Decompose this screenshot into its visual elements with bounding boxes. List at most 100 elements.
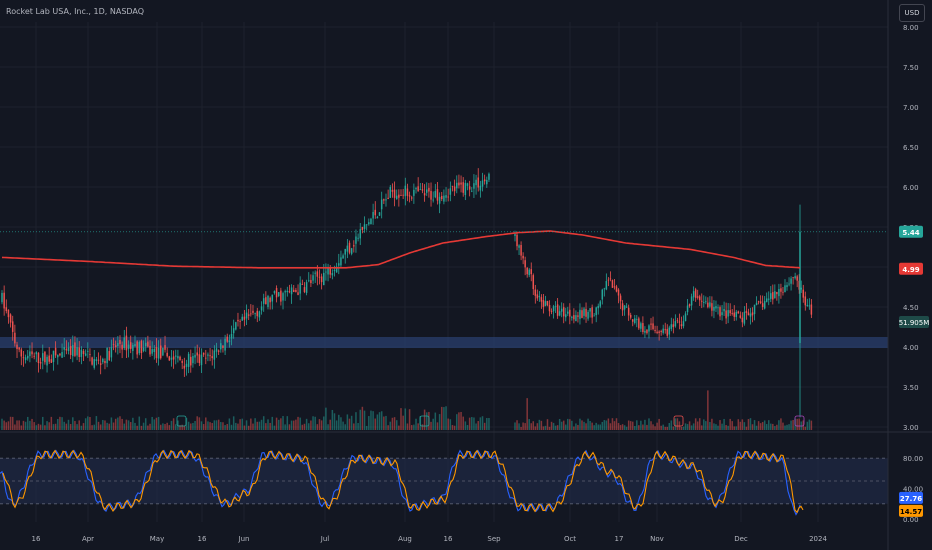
volume-bar	[391, 417, 394, 430]
candle-body	[709, 302, 711, 307]
volume-bar	[179, 425, 181, 430]
volume-bar	[142, 422, 145, 430]
currency-button[interactable]: USD	[899, 4, 925, 22]
candle-body	[705, 301, 707, 303]
volume-bar	[125, 419, 128, 430]
volume-bar	[376, 414, 379, 430]
candle-body	[581, 310, 583, 318]
volume-bar	[235, 422, 237, 430]
candle-body	[518, 245, 520, 248]
volume-bar	[757, 421, 760, 430]
last-price-badge-text: 5.44	[902, 229, 919, 237]
candle-body	[530, 269, 532, 275]
volume-bar	[144, 418, 147, 430]
candle-body	[3, 292, 5, 309]
volume-bar	[374, 418, 377, 430]
volume-bar	[443, 407, 445, 430]
candle-body	[24, 357, 27, 361]
volume-bar	[449, 419, 452, 430]
candle-body	[239, 321, 241, 322]
candle-body	[378, 212, 381, 216]
candle-body	[340, 257, 342, 266]
volume-bar	[295, 419, 297, 430]
volume-bar	[808, 419, 811, 430]
volume-bar	[425, 412, 428, 430]
volume-bar	[619, 425, 622, 430]
volume-bar	[552, 422, 555, 430]
volume-bar	[715, 424, 717, 430]
candle-body	[275, 288, 278, 298]
volume-bar	[770, 423, 772, 430]
candle-body	[153, 348, 156, 352]
event-icon	[794, 415, 805, 427]
volume-bar	[97, 421, 100, 430]
candle-body	[370, 218, 372, 225]
candle-body	[185, 363, 188, 367]
volume-bar	[400, 408, 402, 430]
volume-bar	[479, 417, 482, 430]
candle-body	[790, 278, 792, 284]
candle-body	[784, 285, 786, 293]
candle-body	[656, 331, 658, 333]
volume-bar	[717, 425, 719, 430]
candle-body	[447, 196, 449, 198]
candle-body	[338, 263, 340, 266]
volume-bar	[587, 418, 589, 430]
candle-body	[286, 290, 289, 293]
candle-body	[132, 344, 134, 351]
volume-bar	[284, 424, 286, 430]
volume-bar	[260, 419, 263, 430]
candle-body	[782, 291, 784, 293]
volume-bar	[82, 423, 85, 430]
candle-body	[280, 290, 282, 302]
candle-body	[350, 248, 353, 254]
volume-bar	[44, 425, 46, 430]
volume-bar	[536, 423, 539, 430]
volume-bar	[89, 417, 91, 430]
volume-bar	[162, 423, 164, 430]
volume-bar	[346, 414, 349, 430]
volume-bar	[84, 418, 87, 430]
event-icon	[419, 415, 430, 427]
volume-bar	[170, 420, 173, 430]
candle-body	[792, 277, 794, 279]
volume-bar	[338, 414, 340, 430]
volume-bar	[9, 416, 12, 430]
candle-body	[393, 189, 396, 198]
y-tick-label: 6.50	[903, 144, 919, 152]
volume-bar	[528, 419, 530, 430]
candle-body	[739, 315, 742, 318]
candle-body	[245, 312, 248, 319]
volume-bar	[402, 415, 404, 430]
candle-body	[532, 275, 535, 290]
candle-body	[372, 211, 374, 219]
x-tick-label: 16	[444, 535, 453, 543]
volume-bar	[76, 424, 78, 430]
volume-bar	[658, 418, 660, 430]
candle-body	[61, 352, 63, 358]
candle-body	[325, 271, 327, 273]
candle-body	[443, 195, 445, 202]
volume-bar	[436, 422, 439, 430]
volume-bar	[164, 424, 166, 430]
volume-bar	[288, 424, 291, 430]
candle-body	[335, 266, 338, 273]
candle-body	[217, 350, 220, 352]
candle-body	[398, 194, 400, 198]
volume-bar	[804, 426, 807, 430]
candle-body	[678, 321, 681, 323]
volume-bar	[575, 423, 577, 430]
candle-body	[636, 319, 638, 321]
volume-bar	[245, 420, 248, 430]
candle-body	[419, 188, 422, 190]
candle-body	[696, 296, 699, 298]
candle-body	[466, 183, 469, 186]
moving-average	[1, 230, 801, 269]
volume-bar	[696, 421, 699, 430]
volume-bar	[355, 412, 357, 430]
candle-body	[164, 345, 166, 350]
candle-body	[488, 173, 490, 180]
candle-body	[63, 347, 65, 350]
candle-body	[664, 329, 666, 331]
